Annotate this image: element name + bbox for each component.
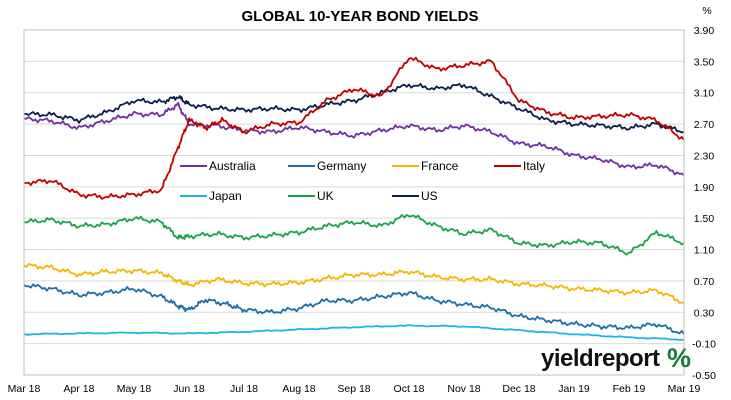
legend-item-germany: Germany [288, 159, 366, 173]
y-tick-label: 1.90 [694, 182, 715, 194]
legend-label: Italy [523, 159, 545, 173]
y-tick-label: 3.90 [694, 25, 715, 37]
y-tick-label: 2.70 [694, 119, 715, 131]
y-tick-label: 2.30 [694, 150, 715, 162]
y-axis-unit: % [702, 5, 711, 17]
x-tick-label: Oct 18 [394, 383, 425, 395]
chart-title: GLOBAL 10-YEAR BOND YIELDS [242, 8, 479, 25]
legend-item-italy: Italy [494, 159, 545, 173]
x-tick-label: Sep 18 [337, 383, 370, 395]
y-axis-ticks: 3.90 3.50 3.10 2.70 2.30 1.90 1.50 1.10 0.70 0.30… [692, 25, 716, 382]
series-line-germany [23, 283, 685, 335]
series-line-france [23, 263, 685, 304]
x-tick-label: Feb 19 [613, 383, 646, 395]
brand-symbol: % [667, 343, 691, 373]
y-tick-label: -0.50 [692, 370, 716, 382]
legend-label: UK [317, 189, 334, 203]
legend-item-japan: Japan [180, 189, 242, 203]
x-tick-label: Mar 19 [668, 383, 701, 395]
x-tick-label: Dec 18 [502, 383, 535, 395]
legend-item-australia: Australia [180, 159, 256, 173]
y-tick-label: 1.10 [694, 245, 715, 257]
brand-name: yieldreport [541, 345, 660, 372]
series-line-japan [23, 324, 685, 341]
x-tick-label: Mar 18 [8, 383, 41, 395]
x-tick-label: Aug 18 [282, 383, 315, 395]
x-axis-ticks: Mar 18 Apr 18 May 18 Jun 18 Jul 18 Aug 18 Sep … [8, 383, 701, 395]
x-tick-label: Jan 19 [558, 383, 590, 395]
series-line-australia [23, 101, 685, 176]
y-tick-label: 3.50 [694, 56, 715, 68]
brand-logo: yieldreport % [541, 343, 691, 373]
x-tick-label: May 18 [117, 383, 152, 395]
legend-item-us: US [392, 189, 438, 203]
grid-lines [24, 29, 684, 376]
legend-item-uk: UK [288, 189, 334, 203]
y-tick-label: 0.30 [694, 307, 715, 319]
legend-label: Japan [209, 189, 242, 203]
y-tick-label: -0.10 [692, 339, 716, 351]
y-tick-label: 3.10 [694, 88, 715, 100]
series-line-uk [23, 214, 685, 256]
legend-item-france: France [392, 159, 459, 173]
y-tick-label: 1.50 [694, 213, 715, 225]
series-line-us [24, 83, 685, 134]
legend-label: France [421, 159, 459, 173]
legend-label: Australia [209, 159, 256, 173]
legend-label: Germany [317, 159, 366, 173]
x-tick-label: Nov 18 [447, 383, 480, 395]
legend-label: US [421, 189, 438, 203]
x-tick-label: Jun 18 [173, 383, 205, 395]
y-tick-label: 0.70 [694, 276, 715, 288]
plot-frame [23, 29, 685, 376]
x-tick-label: Apr 18 [64, 383, 95, 395]
x-tick-label: Jul 18 [230, 383, 258, 395]
series-layer [23, 56, 685, 341]
legend: Australia Germany France Italy Japan UK US [180, 159, 545, 203]
series-line-italy [23, 56, 685, 200]
